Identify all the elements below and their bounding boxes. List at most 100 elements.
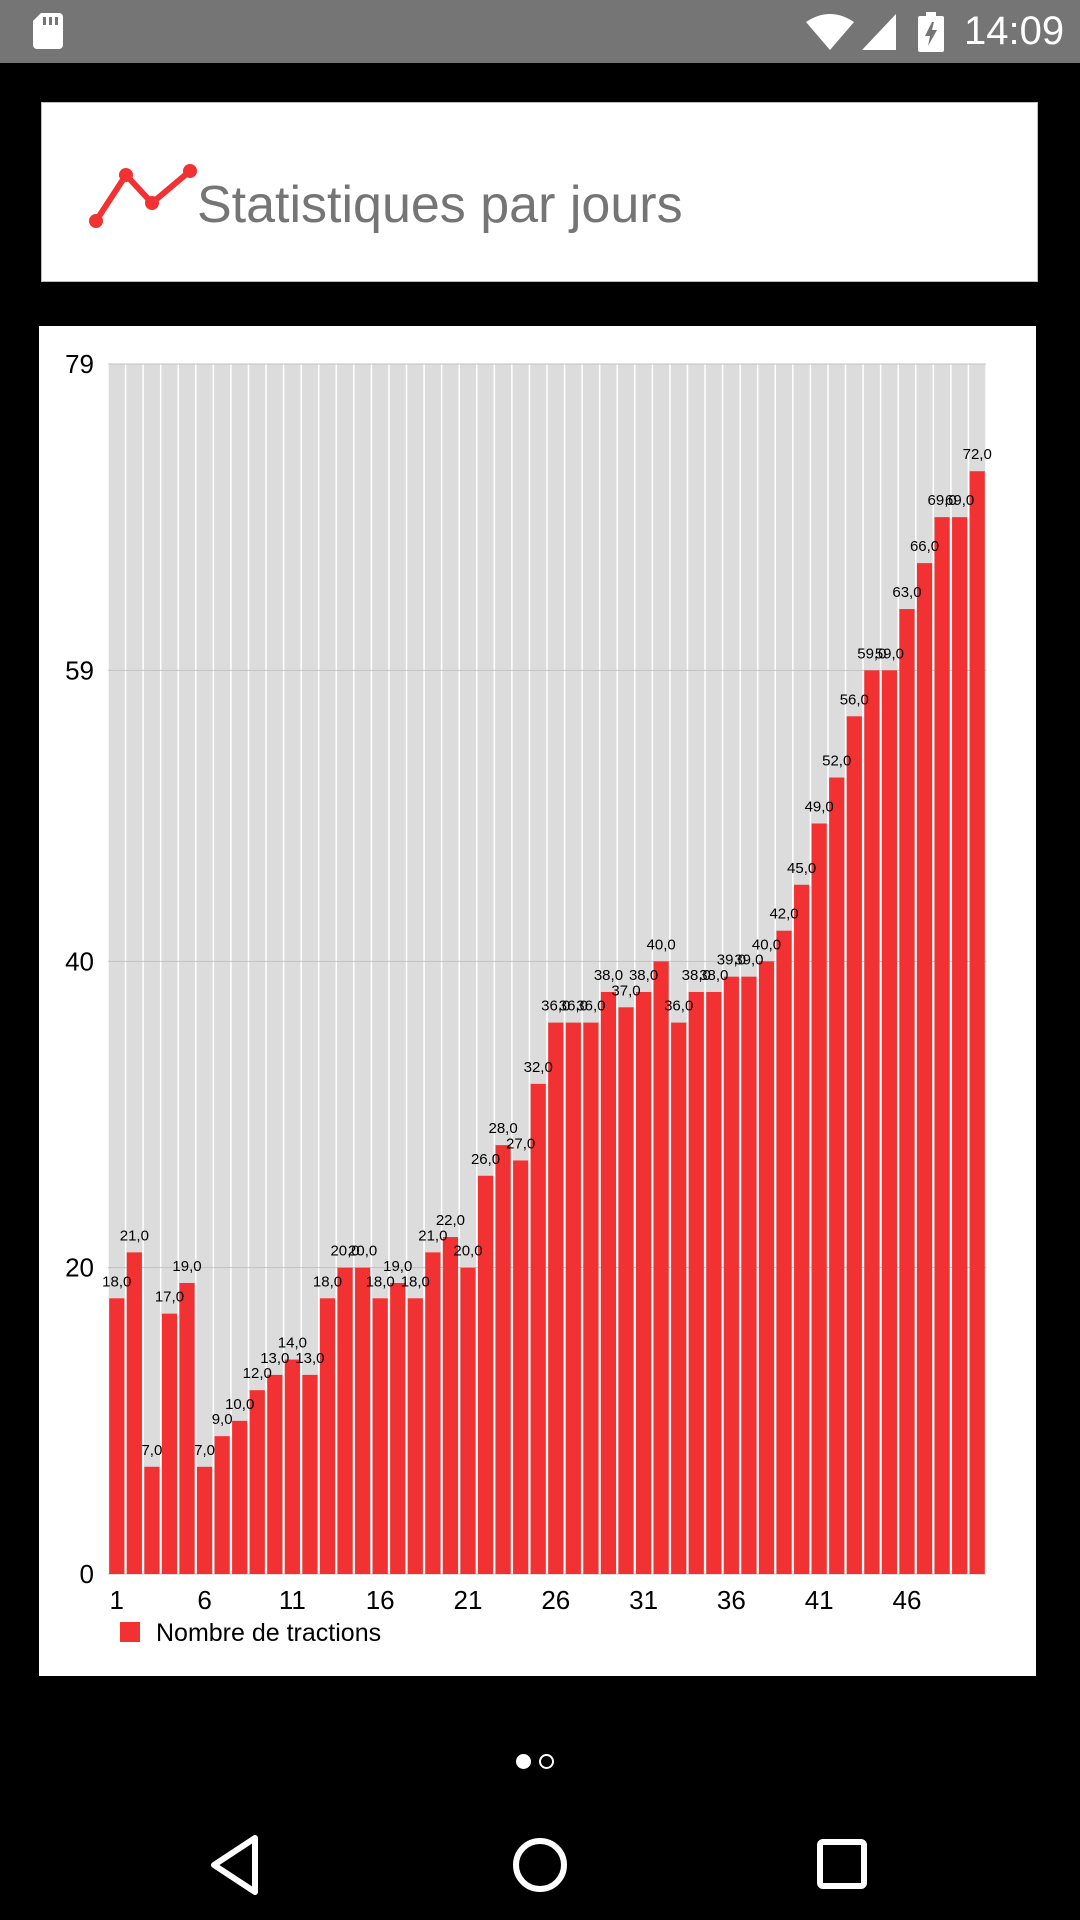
bar[interactable] xyxy=(811,823,827,1574)
data-label: 40,0 xyxy=(647,936,676,953)
data-label: 56,0 xyxy=(840,691,869,708)
data-label: 69,0 xyxy=(927,492,956,509)
bar[interactable] xyxy=(548,1022,564,1574)
data-label: 18,0 xyxy=(366,1273,395,1290)
bar[interactable] xyxy=(530,1083,546,1574)
header-card: Statistiques par jours xyxy=(41,102,1038,282)
bar[interactable] xyxy=(179,1282,195,1574)
bar[interactable] xyxy=(565,1022,581,1574)
bar[interactable] xyxy=(969,471,985,1574)
bar[interactable] xyxy=(249,1390,265,1574)
bar[interactable] xyxy=(390,1282,406,1574)
legend-swatch xyxy=(120,1622,140,1642)
bar[interactable] xyxy=(319,1298,336,1574)
bar[interactable] xyxy=(460,1267,476,1574)
sd-card-icon xyxy=(33,13,63,49)
data-label: 21,0 xyxy=(120,1227,149,1244)
bar[interactable] xyxy=(899,609,915,1574)
data-label: 14,0 xyxy=(278,1335,307,1352)
data-label: 21,0 xyxy=(418,1227,447,1244)
bar[interactable] xyxy=(829,777,845,1574)
bar[interactable] xyxy=(776,930,792,1574)
trend-line-icon xyxy=(89,164,197,228)
data-label: 37,0 xyxy=(611,982,640,999)
recents-icon[interactable] xyxy=(808,1830,878,1900)
bar[interactable] xyxy=(232,1420,248,1574)
data-label: 36,0 xyxy=(541,998,570,1015)
data-label: 36,0 xyxy=(559,998,588,1015)
bar[interactable] xyxy=(477,1175,494,1574)
bar[interactable] xyxy=(934,517,950,1574)
page-indicator xyxy=(516,1752,556,1772)
x-tick-label: 46 xyxy=(893,1585,922,1615)
bars xyxy=(109,471,985,1574)
bar[interactable] xyxy=(442,1237,458,1574)
bar[interactable] xyxy=(794,884,810,1574)
bar[interactable] xyxy=(916,563,933,1574)
back-icon[interactable] xyxy=(200,1830,270,1900)
bar[interactable] xyxy=(864,670,880,1574)
y-tick-label: 0 xyxy=(80,1559,94,1589)
bar[interactable] xyxy=(495,1145,511,1574)
bar[interactable] xyxy=(881,670,897,1574)
data-label: 18,0 xyxy=(313,1273,342,1290)
status-time: 14:09 xyxy=(964,9,1065,53)
data-label: 36,0 xyxy=(576,998,605,1015)
bar[interactable] xyxy=(636,991,652,1574)
bar[interactable] xyxy=(653,961,669,1574)
data-label: 22,0 xyxy=(436,1212,465,1229)
bar[interactable] xyxy=(513,1160,529,1574)
bar[interactable] xyxy=(583,1022,599,1574)
bar[interactable] xyxy=(355,1267,371,1574)
bar[interactable] xyxy=(952,517,968,1574)
bar[interactable] xyxy=(284,1359,300,1574)
bar[interactable] xyxy=(109,1298,125,1574)
page-dot-active[interactable] xyxy=(516,1754,531,1769)
bar[interactable] xyxy=(214,1436,230,1574)
bar[interactable] xyxy=(302,1374,318,1574)
chart-card: 18,0 21,0 7,0 17,0 19,0 7,0 9,0 10,0 12,0 13,0 14,… xyxy=(39,326,1036,1676)
data-label: 36,0 xyxy=(664,998,693,1015)
x-tick-label: 11 xyxy=(279,1585,306,1615)
data-label: 19,0 xyxy=(172,1258,201,1275)
data-label: 39,0 xyxy=(734,952,763,969)
legend-label: Nombre de tractions xyxy=(156,1619,381,1647)
data-label: 13,0 xyxy=(260,1350,289,1367)
x-axis: 1 6 11 16 21 26 31 36 41 46 xyxy=(110,1585,922,1615)
bar[interactable] xyxy=(425,1252,441,1574)
y-tick-label: 59 xyxy=(65,655,94,685)
page-dot-inactive[interactable] xyxy=(539,1754,554,1769)
bar[interactable] xyxy=(741,976,757,1574)
data-label: 59,0 xyxy=(875,645,904,662)
x-tick-label: 26 xyxy=(541,1585,570,1615)
bar[interactable] xyxy=(267,1374,283,1574)
y-tick-label: 40 xyxy=(65,946,94,976)
bar[interactable] xyxy=(337,1267,353,1574)
bar[interactable] xyxy=(758,961,775,1574)
bar[interactable] xyxy=(144,1466,160,1574)
bar[interactable] xyxy=(846,716,862,1574)
bar[interactable] xyxy=(126,1252,142,1574)
data-label: 20,0 xyxy=(330,1243,359,1260)
status-bar: 14:09 xyxy=(0,0,1080,63)
data-label: 40,0 xyxy=(752,936,781,953)
bar[interactable] xyxy=(197,1466,213,1574)
x-tick-label: 36 xyxy=(717,1585,746,1615)
data-label: 49,0 xyxy=(805,798,834,815)
bar[interactable] xyxy=(618,1007,634,1574)
gridlines xyxy=(107,363,987,1575)
y-tick-label: 20 xyxy=(65,1253,94,1283)
bar[interactable] xyxy=(671,1022,687,1574)
data-label: 13,0 xyxy=(295,1350,324,1367)
home-icon[interactable] xyxy=(505,1830,575,1900)
bar[interactable] xyxy=(600,991,617,1574)
data-label: 39,0 xyxy=(717,952,746,969)
bar[interactable] xyxy=(723,976,739,1574)
signal-icon xyxy=(862,14,896,50)
bar[interactable] xyxy=(372,1298,388,1574)
bar[interactable] xyxy=(688,991,704,1574)
bar[interactable] xyxy=(407,1298,423,1574)
bar[interactable] xyxy=(161,1313,178,1574)
data-label: 38,0 xyxy=(594,967,623,984)
bar[interactable] xyxy=(706,991,722,1574)
